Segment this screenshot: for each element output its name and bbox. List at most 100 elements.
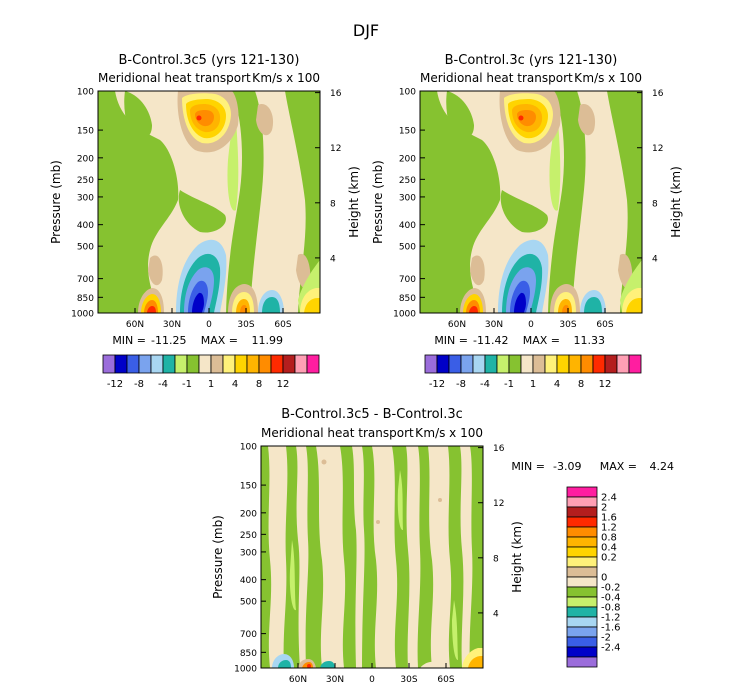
colorbar-label: 4 [232, 379, 238, 390]
contour-band-pos [518, 115, 524, 121]
contour-band-pos [148, 255, 163, 286]
contour-band-pos [307, 664, 311, 668]
colorbar-swatch [566, 516, 598, 528]
y-tick-label: 250 [77, 176, 94, 186]
contour-band-pos [372, 446, 398, 668]
y-tick-label: 700 [77, 275, 94, 285]
y2-tick-label: 4 [330, 254, 336, 264]
contour-band-neg [178, 190, 226, 233]
colorbar-swatch [566, 496, 598, 508]
colorbar-label: 8 [256, 379, 262, 390]
colorbar-label: -4 [480, 379, 490, 390]
colorbar-swatch [568, 354, 582, 374]
colorbar-swatch [580, 354, 594, 374]
contour-band-neg [607, 91, 642, 313]
contour-band-pos [376, 520, 380, 524]
contour-band-pos [321, 459, 327, 465]
panel-subtitle-right: m/s x 100 [423, 426, 483, 440]
colorbar-swatch [566, 646, 598, 658]
contour-band-pos [304, 298, 320, 313]
colorbar-label: 1.2 [601, 523, 617, 534]
contour-band-neg [226, 91, 264, 313]
x-tick-label: 60S [596, 320, 613, 330]
colorbar-swatch [566, 616, 598, 628]
y-tick-label: 200 [399, 154, 416, 164]
colorbar-swatch [566, 576, 598, 588]
x-tick-label: 30S [237, 320, 254, 330]
colorbar-swatch [520, 354, 534, 374]
colorbar-swatch [566, 596, 598, 608]
colorbar-swatch [566, 536, 598, 548]
colorbar-label: 1 [208, 379, 214, 390]
colorbar-swatch [114, 354, 128, 374]
panel-subtitle-left: Meridional heat transport [98, 71, 251, 85]
colorbar-swatch [174, 354, 188, 374]
colorbar-swatch [566, 566, 598, 578]
colorbar-label: 2.4 [601, 493, 617, 504]
colorbar-label: 0.8 [601, 533, 617, 544]
colorbar-label: 0.2 [601, 553, 617, 564]
contour-field [261, 446, 483, 668]
colorbar-label: -1 [504, 379, 514, 390]
colorbar-label: 12 [277, 379, 290, 390]
panel-subtitle-right: m/s x 100 [582, 71, 642, 85]
colorbar-label: 2 [601, 503, 607, 514]
colorbar-swatch [102, 354, 116, 374]
contour-band-pos [352, 446, 365, 668]
y2-tick-label: 12 [330, 144, 341, 154]
colorbar-label: -8 [134, 379, 144, 390]
contour-band-pos [195, 110, 214, 127]
colorbar-swatch [186, 354, 200, 374]
contour-band-neg [397, 470, 403, 531]
colorbar-swatch [616, 354, 630, 374]
panel-subtitle-overlap: K [252, 71, 261, 85]
y-tick-label: 850 [399, 294, 416, 304]
y-tick-label: 700 [240, 630, 257, 640]
max-label: MAX = [201, 334, 238, 347]
contour-band-neg [514, 292, 526, 313]
x-tick-label: 30N [163, 320, 181, 330]
min-value: -3.09 [553, 460, 581, 473]
colorbar-swatch [484, 354, 498, 374]
colorbar-swatch [306, 354, 320, 374]
colorbar-swatch [566, 586, 598, 598]
page-title: DJF [353, 21, 379, 40]
min-value: -11.25 [151, 334, 186, 347]
colorbar-label: -2.4 [601, 643, 621, 654]
panel-subtitle-right: m/s x 100 [260, 71, 320, 85]
y-axis-label: Pressure (mb) [371, 160, 385, 244]
x-tick-label: 60N [448, 320, 466, 330]
contour-band-pos [562, 305, 569, 313]
panel-subtitle-left: Meridional heat transport [420, 71, 573, 85]
contour-band-neg [320, 661, 335, 668]
contour-band-pos [468, 656, 483, 668]
contour-band-pos [147, 306, 156, 313]
y2-tick-label: 4 [493, 609, 499, 619]
panel-control-3c5: B-Control.3c5 (yrs 121-130) Meridional h… [49, 53, 361, 390]
y-tick-label: 400 [240, 576, 257, 586]
colorbar: -12 -8 -4 -1 1 4 8 12 [102, 354, 320, 390]
x-tick-label: 30N [326, 675, 344, 685]
y-tick-label: 500 [240, 598, 257, 608]
colorbar-swatch [198, 354, 212, 374]
contour-band-neg [262, 297, 280, 313]
x-tick-label: 60N [289, 675, 307, 685]
contour-band-pos [196, 115, 202, 121]
x-tick-label: 0 [206, 320, 212, 330]
colorbar-swatch [424, 354, 438, 374]
max-label: MAX = [600, 460, 637, 473]
max-value: 11.33 [574, 334, 606, 347]
colorbar-swatch [496, 354, 510, 374]
contour-band-neg [278, 660, 291, 668]
colorbar: -12 -8 -4 -1 1 4 8 12 [424, 354, 642, 390]
contour-band-neg [452, 600, 458, 660]
colorbar-label: 1 [530, 379, 536, 390]
x-tick-label: 60N [126, 320, 144, 330]
y-tick-label: 100 [77, 88, 94, 98]
y-tick-label: 400 [399, 221, 416, 231]
colorbar-swatch [246, 354, 260, 374]
y2-tick-label: 16 [330, 89, 342, 99]
contour-band-pos [428, 446, 452, 668]
contour-band-neg [500, 190, 548, 233]
colorbar: 2.421.61.20.80.40.2 0-0.2-0.4-0.8-1.2-1.6… [566, 486, 621, 668]
